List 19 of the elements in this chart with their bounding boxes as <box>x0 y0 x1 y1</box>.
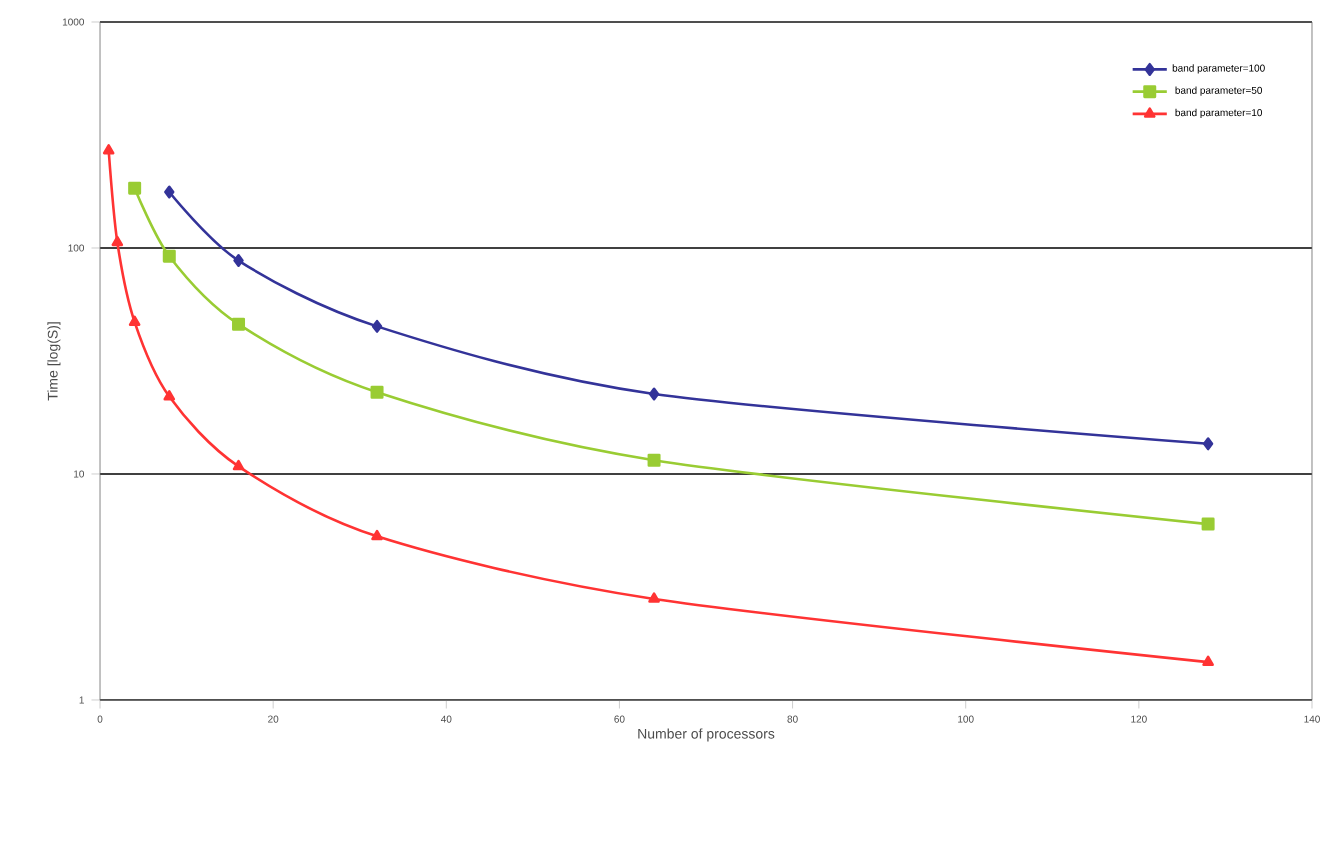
point <box>371 529 383 541</box>
point <box>371 319 383 333</box>
point <box>128 315 141 326</box>
point <box>111 235 124 247</box>
point <box>232 317 246 331</box>
point <box>164 185 175 199</box>
point <box>648 592 660 603</box>
point <box>1202 437 1214 451</box>
point <box>1202 655 1214 667</box>
point <box>128 181 142 195</box>
point <box>232 459 245 471</box>
point <box>1201 517 1215 531</box>
point <box>647 453 661 467</box>
point <box>162 249 176 263</box>
point <box>370 385 384 399</box>
point <box>102 144 115 155</box>
point <box>233 254 244 268</box>
point <box>648 387 660 401</box>
point <box>163 390 176 401</box>
